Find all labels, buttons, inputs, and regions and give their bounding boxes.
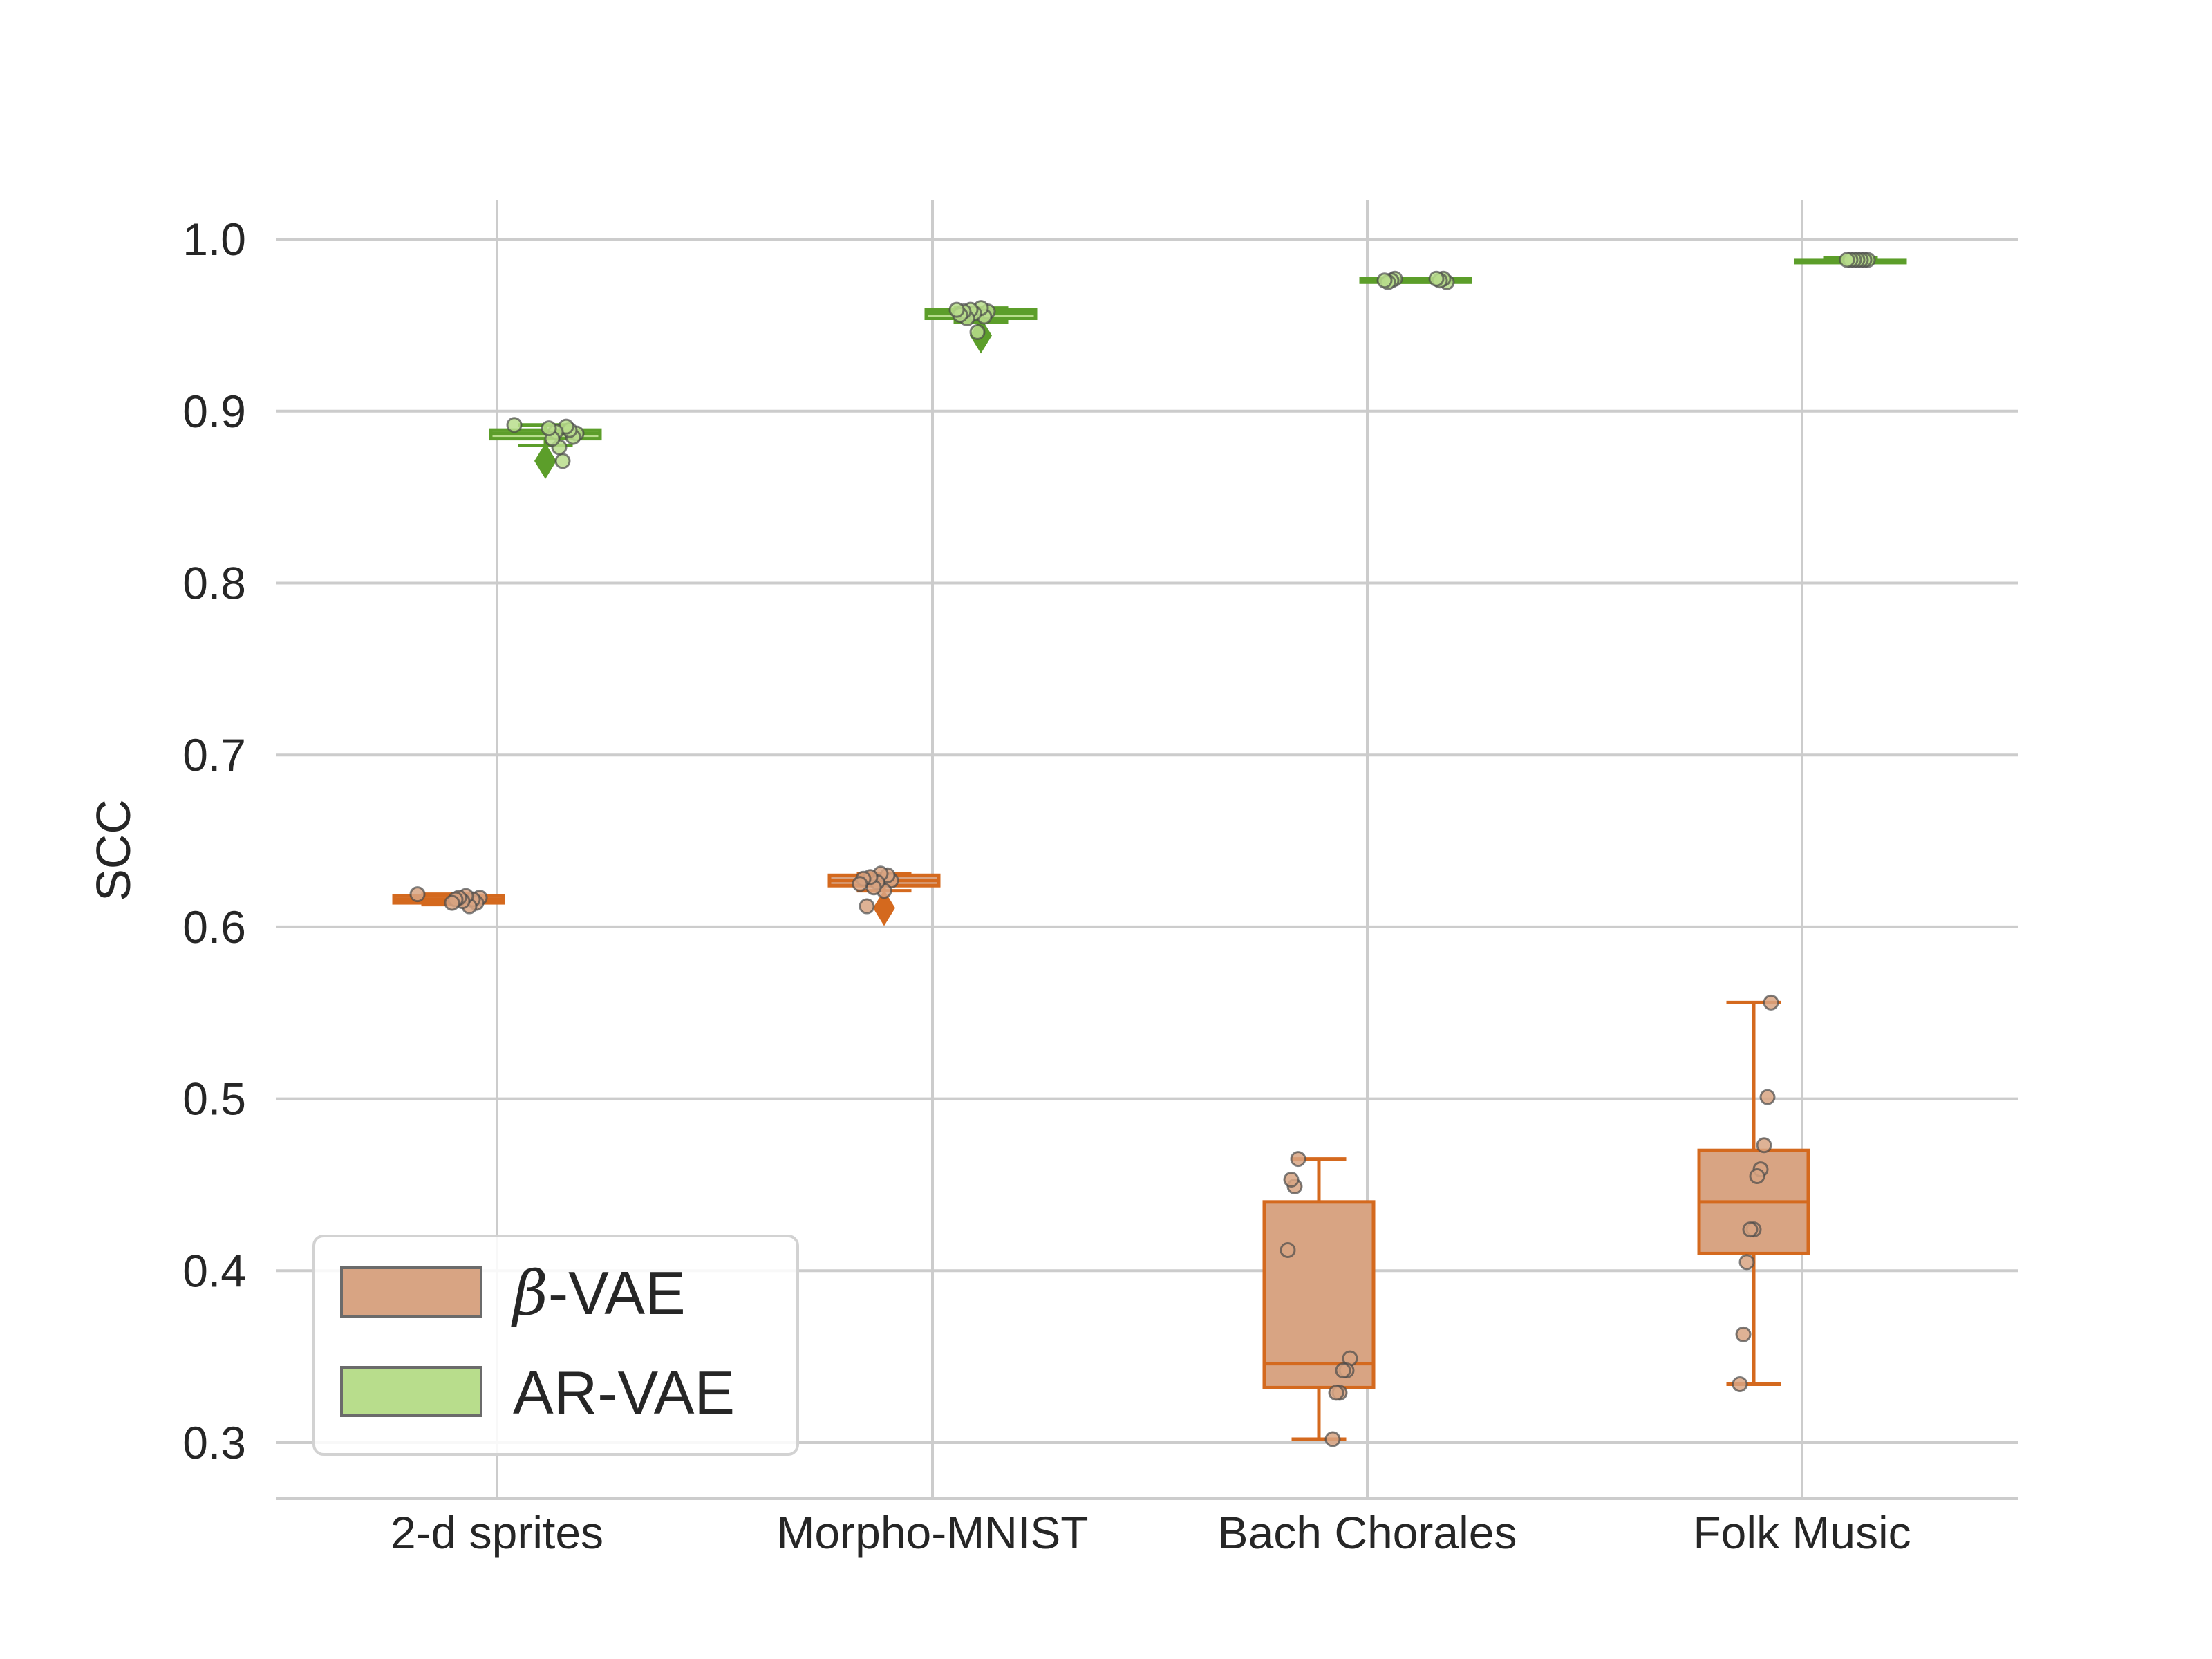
- y-tick-labels: 0.3 0.4 0.5 0.6 0.7 0.8 0.9 1.0: [182, 214, 246, 1468]
- y-tick-label: 0.7: [182, 729, 246, 780]
- y-tick-label: 0.8: [182, 558, 246, 609]
- flier-marker: [873, 890, 895, 926]
- data-point: [444, 894, 460, 911]
- data-point: [1763, 994, 1779, 1011]
- data-point: [1335, 1362, 1351, 1379]
- data-point: [969, 324, 986, 340]
- data-point: [541, 420, 557, 437]
- box-0-2: [1262, 1157, 1376, 1441]
- y-tick-label: 0.5: [182, 1074, 246, 1125]
- jitter-points: [409, 252, 1876, 1447]
- y-tick-label: 0.3: [182, 1417, 246, 1468]
- x-tick-label: Bach Chorales: [1218, 1507, 1517, 1558]
- data-point: [1738, 1254, 1755, 1271]
- data-point: [1839, 252, 1855, 268]
- data-point: [1735, 1326, 1752, 1342]
- y-tick-label: 0.4: [182, 1245, 246, 1296]
- x-tick-label: 2-d sprites: [391, 1507, 603, 1558]
- box-0-3: [1697, 1000, 1810, 1386]
- y-tick-label: 0.9: [182, 386, 246, 437]
- legend-beta-symbol: β: [511, 1257, 548, 1329]
- data-point: [1742, 1221, 1759, 1238]
- legend-label-ar-vae: AR-VAE: [513, 1358, 735, 1427]
- data-point: [1756, 1137, 1772, 1154]
- data-point: [1283, 1171, 1300, 1188]
- data-point: [554, 453, 571, 469]
- x-tick-label: Folk Music: [1693, 1507, 1911, 1558]
- data-point: [948, 301, 965, 318]
- x-tick-label: Morpho-MNIST: [776, 1507, 1088, 1558]
- data-point: [1324, 1431, 1341, 1447]
- y-tick-label: 0.6: [182, 901, 246, 953]
- x-tick-labels: 2-d sprites Morpho-MNIST Bach Chorales F…: [391, 1507, 1911, 1558]
- data-point: [409, 886, 426, 903]
- data-point: [1328, 1385, 1344, 1401]
- data-point: [1376, 272, 1393, 289]
- data-point: [859, 898, 875, 915]
- flier-marker: [534, 442, 556, 479]
- y-tick-label: 1.0: [182, 214, 246, 265]
- legend-label-beta-vae: β-VAE: [511, 1257, 686, 1329]
- legend-swatch-beta-vae: [340, 1266, 482, 1318]
- data-point: [1428, 270, 1445, 287]
- data-point: [1749, 1168, 1765, 1185]
- data-point: [1759, 1089, 1776, 1105]
- data-point: [852, 876, 868, 892]
- data-point: [1290, 1151, 1306, 1168]
- data-point: [506, 417, 523, 433]
- legend-beta-text: -VAE: [548, 1259, 686, 1327]
- data-point: [1732, 1376, 1748, 1392]
- legend: β-VAE AR-VAE: [312, 1235, 799, 1456]
- y-axis-label: SCC: [86, 799, 140, 901]
- legend-swatch-ar-vae: [340, 1366, 482, 1417]
- data-point: [1280, 1241, 1296, 1258]
